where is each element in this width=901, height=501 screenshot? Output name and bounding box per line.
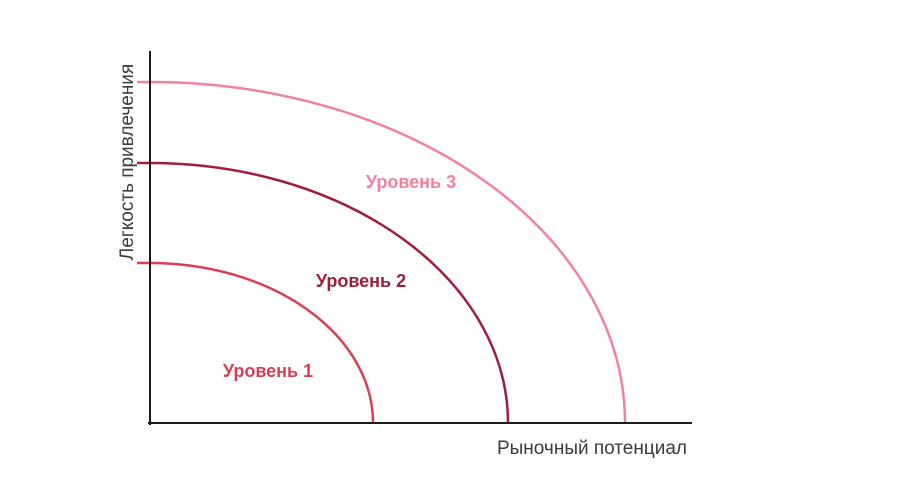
level-2-curve — [137, 161, 510, 424]
y-axis-label: Легкость привлечения — [117, 64, 138, 260]
level-1-label: Уровень 1 — [223, 361, 313, 381]
level-3-curve — [137, 80, 627, 424]
level-3-label: Уровень 3 — [366, 172, 456, 192]
level-1-curve — [137, 261, 375, 424]
level-2-label: Уровень 2 — [316, 271, 406, 291]
x-axis-label: Рыночный потенциал — [497, 438, 687, 459]
